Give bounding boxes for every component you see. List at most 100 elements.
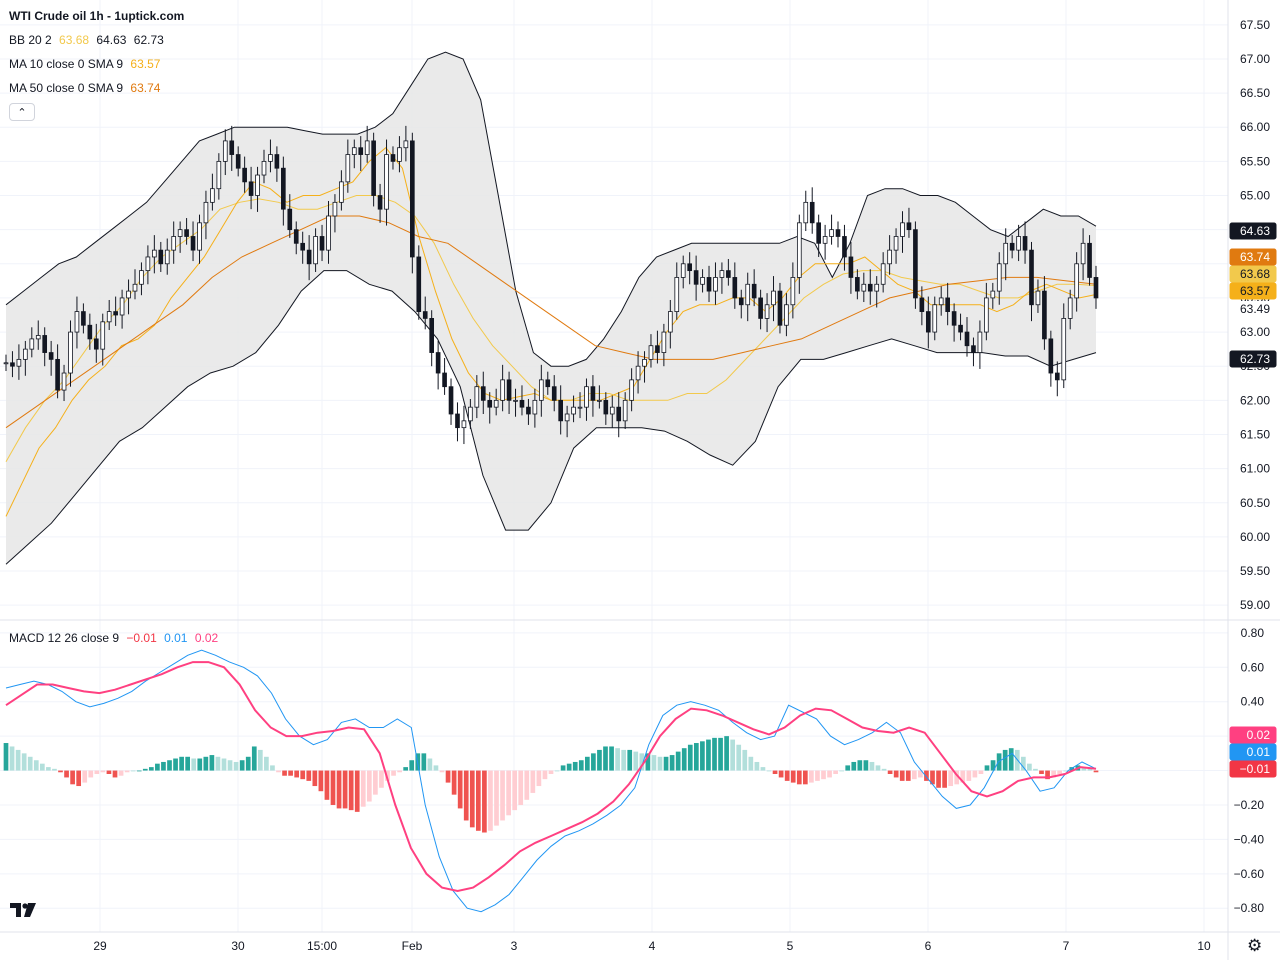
tradingview-logo[interactable] [10,902,36,922]
candle-body [925,311,931,333]
ma50-legend[interactable]: MA 50 close 0 SMA 9 63.74 [9,81,164,95]
candle-body [268,154,273,162]
candle [758,289,763,330]
candle [1009,235,1015,259]
candle [925,296,931,349]
candle-body [61,372,67,391]
bb-legend[interactable]: BB 20 2 63.68 64.63 62.73 [9,33,168,47]
macd-histogram-bar [1027,763,1032,771]
time-axis-tick: Feb [402,939,423,953]
candle [513,388,518,417]
candle [461,405,467,445]
candle [958,313,963,341]
macd-histogram-bar [506,770,511,816]
candle-body [545,379,551,388]
candle [197,214,202,264]
candle-body [42,335,48,353]
candle-body [364,140,370,155]
candle [964,317,970,357]
candle-body [745,283,751,306]
macd-histogram-bar [911,770,917,780]
macd-signal-value: 0.02 [194,631,219,645]
candle-body [242,167,247,183]
candle-body [152,249,157,258]
ma10-legend[interactable]: MA 10 close 0 SMA 9 63.57 [9,57,164,71]
candle [951,303,957,342]
candle-body [468,406,473,422]
macd-histogram-bar [542,770,548,780]
candle [1048,330,1054,387]
candle [732,262,738,309]
candle [377,183,383,223]
candle-body [1074,263,1079,299]
macd-histogram-bar [185,756,191,771]
candle [693,255,699,301]
candle [93,323,99,363]
candle-body [113,311,118,316]
macd-histogram-bar [500,770,505,821]
macd-histogram-bar [312,770,318,787]
macd-signal-line [5,661,1097,893]
candle-body [996,263,1002,292]
macd-legend[interactable]: MACD 12 26 close 9 −0.01 0.01 0.02 [9,631,222,645]
candle [403,125,409,162]
macd-histogram-bar [257,749,263,771]
candle-body [229,140,235,155]
time-axis-tick: 5 [787,939,794,953]
macd-histogram-bar [21,753,27,771]
candle-body [1093,277,1099,299]
candle [480,371,486,414]
macd-histogram-bar [276,770,281,773]
macd-histogram-bar [978,770,984,774]
macd-histogram-bar [1057,770,1063,774]
candle-body [1016,236,1021,251]
grid [0,0,1228,932]
candle-body [622,399,628,422]
macd-histogram-bar [3,743,9,771]
candle [990,282,996,309]
candle-body [126,290,131,299]
price-label: 64.63 [1229,222,1277,240]
tradingview-logo-mark [10,903,36,917]
candle-body [87,324,93,340]
price-axis-tick: 61.50 [1240,427,1270,441]
macd-histogram-bar [512,770,518,811]
candle [848,241,854,294]
candle [938,286,944,316]
candle-body [951,311,957,326]
candle [190,221,196,262]
candle [429,310,435,367]
price-axis-tick: 66.50 [1240,86,1270,100]
candle [900,211,905,253]
macd-histogram-bar [124,770,130,773]
macd-histogram-bar [179,756,184,771]
macd-histogram-bar [942,770,947,788]
macd-histogram-bar [869,761,875,771]
macd-histogram-bar [354,770,360,812]
candle [977,320,983,369]
price-label: 63.49 [1230,301,1276,317]
macd-histogram-bar [457,770,463,809]
candle [487,392,493,424]
candle-body [532,399,538,415]
candle [242,156,247,193]
gear-icon[interactable]: ⚙ [1247,936,1263,955]
candle-body [558,399,563,422]
candle [532,388,538,428]
candle [113,296,118,326]
candle [261,149,267,184]
bb-upper-value: 64.63 [96,33,127,47]
macd-histogram-bar [494,770,499,826]
candle-body [751,283,757,299]
macd-histogram-bar [167,760,172,771]
macd-histogram-bar [706,739,711,771]
macd-histogram-bar [64,770,69,778]
collapse-legend-button[interactable]: ⌃ [9,103,35,121]
candle-body [216,160,222,190]
candle-body [919,297,925,312]
macd-histogram-bar [366,770,372,802]
candle [100,313,106,366]
candle [1022,221,1028,264]
macd-histogram-bar [391,770,396,776]
